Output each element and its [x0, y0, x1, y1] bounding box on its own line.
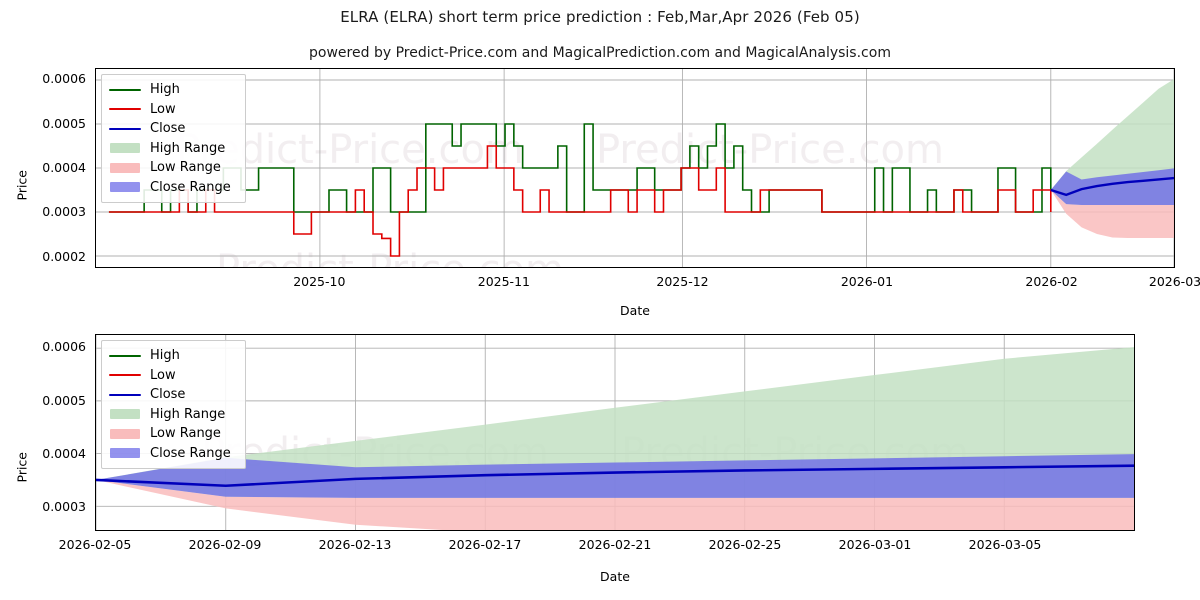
top-chart-y-tick: 0.0003: [42, 204, 86, 220]
top-chart-x-tick: 2025-12: [656, 274, 709, 289]
bottom-chart-plot-area[interactable]: Predict-Price.com Predict-Price.com: [95, 334, 1135, 531]
top-legend-item-low[interactable]: Low: [109, 100, 237, 120]
bottom-legend-item-high-range[interactable]: High Range: [109, 405, 237, 425]
bottom-chart-x-tick: 2026-02-09: [188, 537, 262, 552]
bottom-legend-label: Close Range: [150, 445, 231, 461]
page-title: ELRA (ELRA) short term price prediction …: [340, 8, 860, 26]
line-swatch-icon: [109, 350, 141, 362]
bottom-chart-panel: Price 0.0003 0.0004 0.0005 0.0006 2026-02-0…: [0, 320, 1200, 600]
page-subtitle: powered by Predict-Price.com and Magical…: [309, 45, 891, 61]
bottom-legend-label: Close: [150, 387, 186, 403]
top-legend-label: High Range: [150, 140, 226, 156]
top-chart-x-tick: 2025-11: [477, 274, 530, 289]
bottom-chart-x-tick: 2026-02-21: [578, 537, 652, 552]
top-legend-item-close[interactable]: Close: [109, 119, 237, 139]
bottom-chart-x-tick: 2026-02-13: [318, 537, 392, 552]
bottom-legend-item-low-range[interactable]: Low Range: [109, 424, 237, 444]
bottom-chart-x-tick: 2026-03-05: [968, 537, 1042, 552]
patch-swatch-icon: [109, 142, 141, 154]
top-legend-label: Low Range: [150, 160, 221, 176]
top-legend-label: Close: [150, 121, 186, 137]
line-swatch-icon: [109, 123, 141, 135]
top-chart-plot-area[interactable]: Predict-Price.com Predict-Price.com Pred…: [95, 68, 1175, 268]
bottom-legend-label: High: [150, 348, 180, 364]
top-legend-item-high[interactable]: High: [109, 80, 237, 100]
top-legend-label: High: [150, 82, 180, 98]
bottom-legend-item-close-range[interactable]: Close Range: [109, 444, 237, 464]
bottom-chart-y-tick: 0.0004: [42, 445, 86, 461]
top-legend-item-close-range[interactable]: Close Range: [109, 178, 237, 198]
top-chart-x-axis-label: Date: [620, 303, 650, 318]
line-swatch-icon: [109, 84, 141, 96]
bottom-chart-svg: [96, 335, 1134, 530]
patch-swatch-icon: [109, 428, 141, 440]
top-chart-x-tick: 2026-03: [1148, 274, 1200, 289]
top-chart-svg: [96, 69, 1174, 267]
bottom-chart-x-tick: 2026-03-01: [838, 537, 912, 552]
bottom-legend-item-close[interactable]: Close: [109, 385, 237, 405]
top-chart-y-tick: 0.0006: [42, 71, 86, 87]
top-chart-x-tick: 2025-10: [293, 274, 346, 289]
top-legend-label: Close Range: [150, 179, 231, 195]
top-legend-label: Low: [150, 101, 176, 117]
bottom-chart-legend: High Low Close High Range Low Range Close Ran…: [101, 340, 246, 469]
bottom-chart-x-tick: 2026-02-05: [58, 537, 132, 552]
top-chart-legend: High Low Close High Range Low Range Close Ran…: [101, 74, 246, 203]
bottom-legend-label: Low: [150, 367, 176, 383]
top-chart-y-tick: 0.0004: [42, 160, 86, 175]
bottom-chart-x-tick: 2026-02-17: [448, 537, 522, 552]
top-chart-x-tick: 2026-01: [840, 274, 894, 289]
patch-swatch-icon: [109, 408, 141, 420]
bottom-chart-x-tick: 2026-02-25: [708, 537, 782, 552]
bottom-legend-label: High Range: [150, 406, 226, 422]
bottom-legend-label: Low Range: [150, 426, 221, 442]
top-legend-item-low-range[interactable]: Low Range: [109, 158, 237, 178]
line-swatch-icon: [109, 389, 141, 401]
bottom-chart-y-tick: 0.0005: [42, 392, 86, 408]
top-chart-y-tick: 0.0005: [42, 115, 86, 131]
line-swatch-icon: [109, 369, 141, 381]
bottom-legend-item-low[interactable]: Low: [109, 366, 237, 386]
top-chart-y-tick: 0.0002: [42, 248, 86, 264]
line-swatch-icon: [109, 103, 141, 115]
bottom-legend-item-high[interactable]: High: [109, 346, 237, 366]
top-chart-x-tick: 2026-02: [1025, 274, 1078, 289]
patch-swatch-icon: [109, 447, 141, 459]
bottom-chart-y-tick: 0.0003: [42, 499, 86, 515]
bottom-chart-x-axis-label: Date: [600, 569, 630, 584]
top-legend-item-high-range[interactable]: High Range: [109, 139, 237, 159]
bottom-chart-y-tick: 0.0006: [42, 339, 86, 355]
patch-swatch-icon: [109, 181, 141, 193]
top-chart-panel: Price 0.0002 0.0003 0.0004 0.0005 0.0006 202…: [15, 68, 1200, 318]
patch-swatch-icon: [109, 162, 141, 174]
